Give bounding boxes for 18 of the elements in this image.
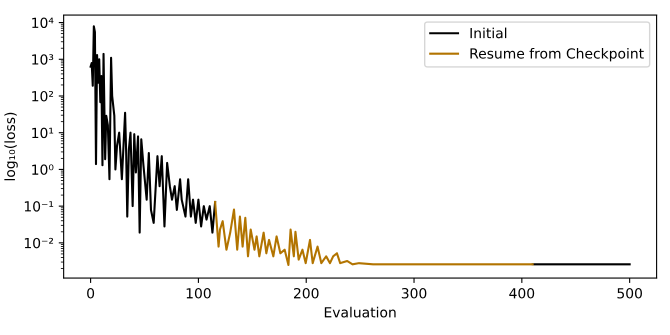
legend-label: Initial <box>470 28 506 38</box>
y-tick-label: 10⁰ <box>32 164 54 175</box>
y-tick-label: 10⁻² <box>24 238 54 248</box>
line-series <box>214 200 534 266</box>
legend-label: Resume from Checkpoint <box>470 48 644 62</box>
y-tick-label: 10⁴ <box>32 18 54 28</box>
y-tick-label: 10¹ <box>32 128 54 138</box>
y-axis-title: log₁₀(loss) <box>4 112 18 180</box>
x-tick-label: 0 <box>87 288 94 299</box>
x-tick-label: 200 <box>294 288 319 299</box>
y-tick-label: 10⁻¹ <box>24 201 54 212</box>
x-tick-label: 500 <box>617 288 642 299</box>
x-tick-label: 100 <box>186 288 211 299</box>
x-axis-title: Evaluation <box>324 306 396 318</box>
x-tick-label: 400 <box>509 288 534 299</box>
y-tick-label: 10³ <box>32 54 54 65</box>
x-tick-label: 300 <box>402 288 426 299</box>
y-tick-label: 10² <box>32 90 54 102</box>
